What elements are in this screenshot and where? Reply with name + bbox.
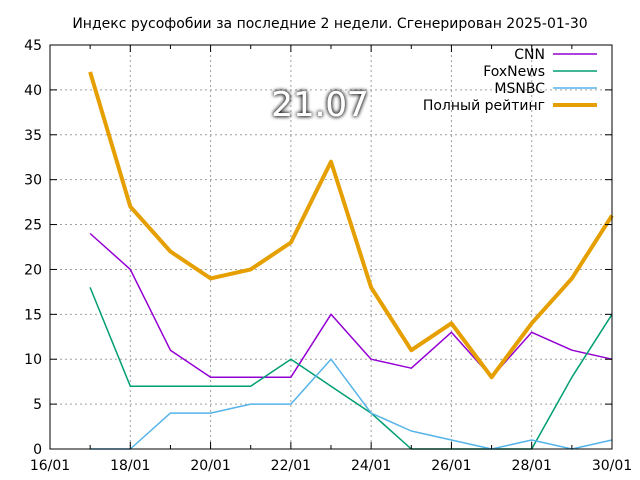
x-tick-label: 26/01 — [431, 458, 471, 474]
x-tick-label: 24/01 — [351, 458, 391, 474]
series-line-foxnews — [89, 287, 613, 450]
y-tick-label: 0 — [33, 442, 42, 458]
series-line-msnbc — [90, 358, 613, 450]
tick-labels: 0 5 10 15 20 25 30 35 40 45 16/01 18/01 20/01 22/01 24… — [24, 38, 632, 474]
y-tick-label: 45 — [24, 38, 42, 54]
chart-title: Индекс русофобии за последние 2 недели. … — [72, 16, 587, 32]
y-tick-label: 5 — [33, 397, 42, 413]
x-tick-label: 18/01 — [110, 458, 150, 474]
legend-label: CNN — [514, 47, 545, 63]
x-tick-label: 16/01 — [30, 458, 70, 474]
x-tick-label: 20/01 — [190, 458, 230, 474]
y-tick-label: 25 — [24, 218, 42, 234]
y-tick-label: 30 — [24, 173, 42, 189]
series-lines — [88, 71, 614, 450]
y-tick-label: 35 — [24, 128, 42, 144]
legend-label: MSNBC — [494, 81, 545, 97]
x-tick-label: 30/01 — [592, 458, 632, 474]
legend-label: Полный рейтинг — [423, 98, 545, 114]
legend-label: FoxNews — [483, 64, 545, 80]
y-tick-label: 40 — [24, 83, 42, 99]
y-tick-label: 10 — [24, 352, 42, 368]
y-tick-label: 20 — [24, 262, 42, 278]
x-tick-label: 22/01 — [271, 458, 311, 474]
y-tick-label: 15 — [24, 307, 42, 323]
series-line-полный-рейтинг — [88, 71, 614, 380]
x-tick-label: 28/01 — [512, 458, 552, 474]
current-index-value: 21.07 — [271, 85, 368, 125]
series-line-cnn — [89, 232, 613, 378]
